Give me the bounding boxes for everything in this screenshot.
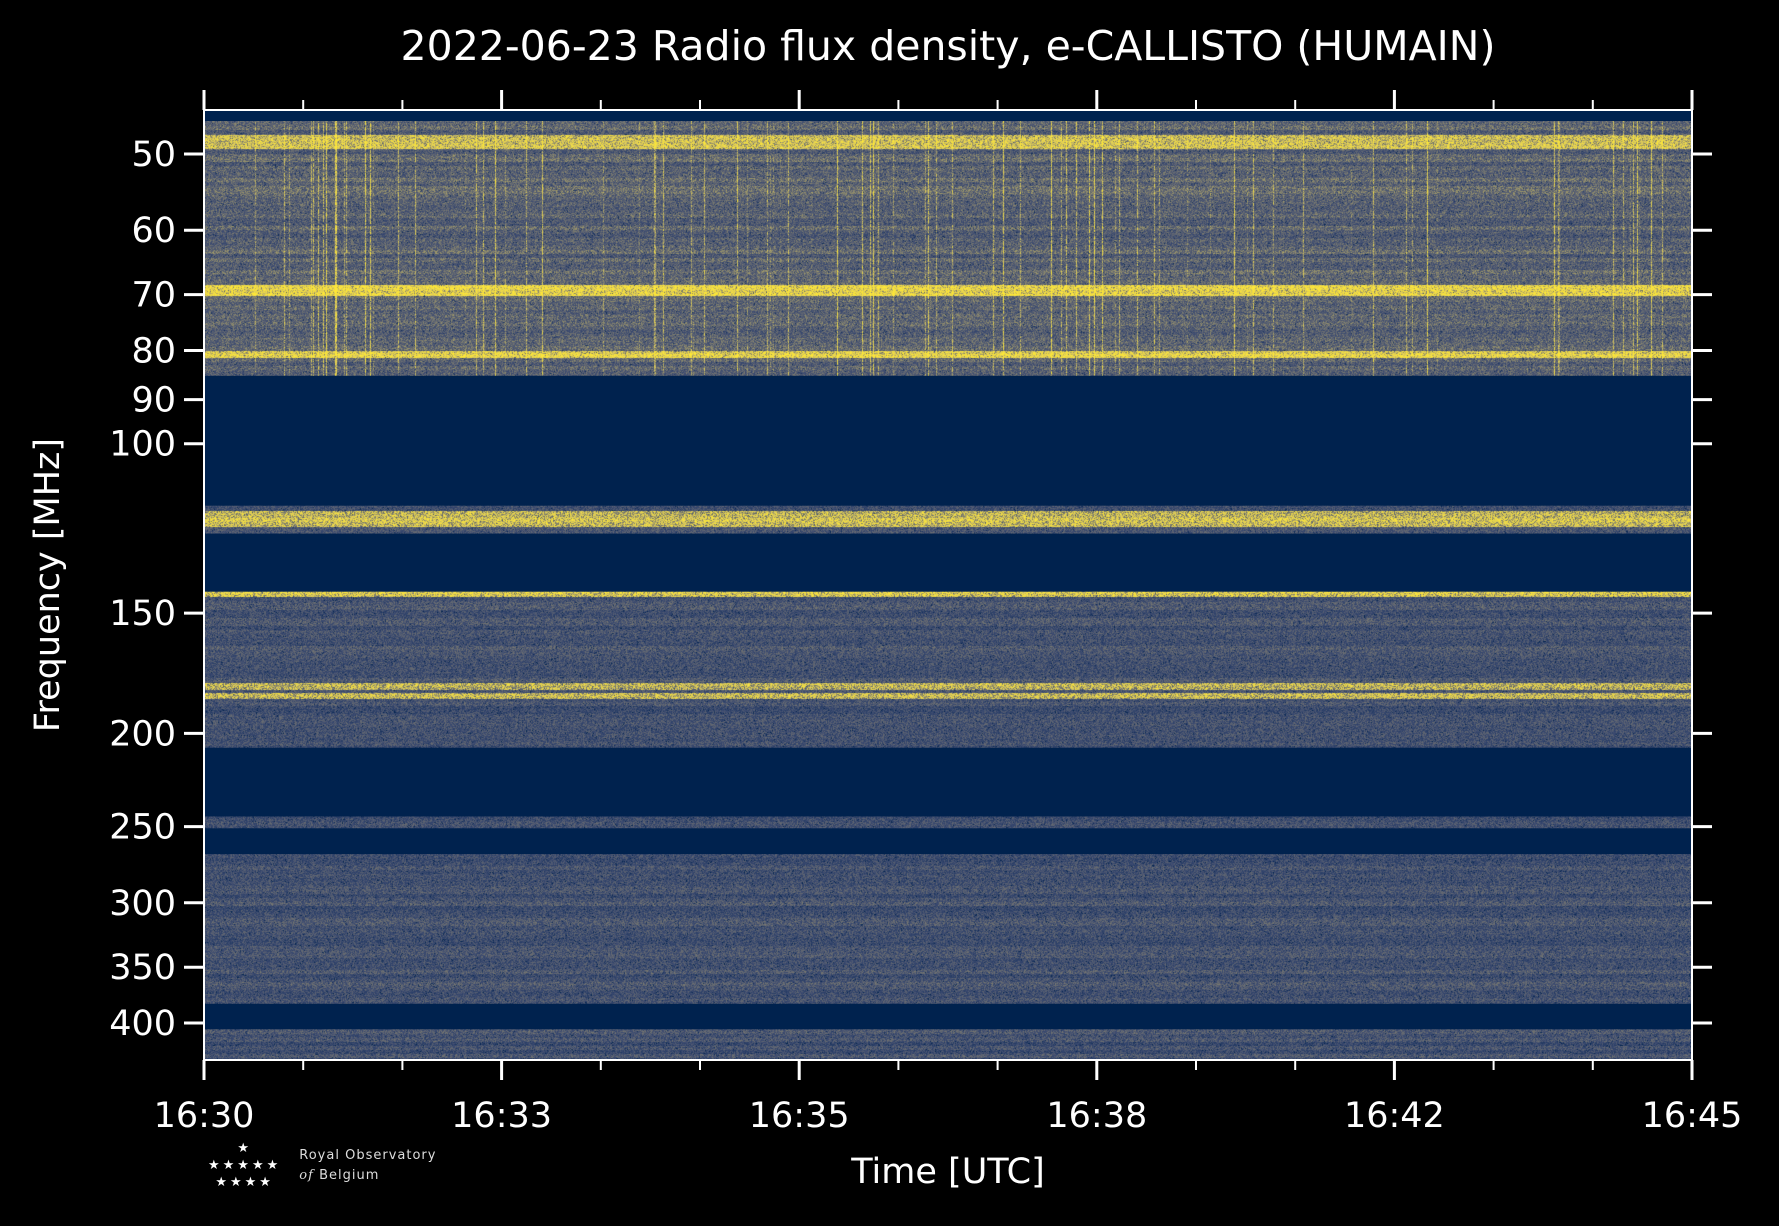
logo-line-1: Royal Observatory	[299, 1147, 437, 1163]
masked-band	[204, 1003, 1692, 1030]
masked-band	[204, 375, 1692, 506]
plot-frame	[203, 109, 1693, 1061]
y-tick-label: 300	[109, 884, 176, 924]
y-tick-label: 400	[109, 1004, 176, 1044]
x-tick-label: 16:35	[749, 1096, 850, 1136]
x-axis-label: Time [UTC]	[851, 1152, 1045, 1192]
masked-band	[204, 110, 1692, 121]
stars-icon: ★ ★★★★★ ★★★★	[208, 1141, 282, 1190]
emission-band	[204, 683, 1692, 689]
y-axis-label: Frequency [MHz]	[28, 437, 68, 733]
emission-band	[204, 285, 1692, 295]
masked-band	[204, 747, 1692, 817]
masked-band	[204, 533, 1692, 592]
y-tick-label: 350	[109, 948, 176, 988]
y-tick-label: 150	[109, 594, 176, 634]
logo-line-2: Belgium	[319, 1167, 380, 1183]
y-tick-label: 60	[131, 211, 176, 251]
x-tick-label: 16:42	[1344, 1096, 1445, 1136]
x-tick-label: 16:30	[154, 1096, 255, 1136]
emission-band	[204, 591, 1692, 596]
y-tick-label: 250	[109, 808, 176, 848]
y-tick-label: 200	[109, 714, 176, 754]
y-tick-label: 100	[109, 425, 176, 465]
emission-band	[204, 693, 1692, 698]
masked-band	[204, 828, 1692, 855]
x-tick-label: 16:38	[1046, 1096, 1147, 1136]
y-tick-label: 70	[131, 276, 176, 316]
x-tick-label: 16:45	[1642, 1096, 1743, 1136]
y-tick-label: 80	[131, 331, 176, 371]
logo-of: of	[299, 1167, 314, 1183]
y-tick-label: 50	[131, 135, 176, 175]
x-tick-label: 16:33	[451, 1096, 552, 1136]
emission-band	[204, 135, 1692, 148]
chart-title: 2022-06-23 Radio flux density, e-CALLIST…	[400, 22, 1496, 70]
royal-observatory-logo: ★ ★★★★★ ★★★★ Royal Observatory of Belgium	[208, 1140, 436, 1191]
emission-band	[204, 511, 1692, 526]
emission-band	[204, 351, 1692, 357]
y-tick-label: 90	[131, 381, 176, 421]
